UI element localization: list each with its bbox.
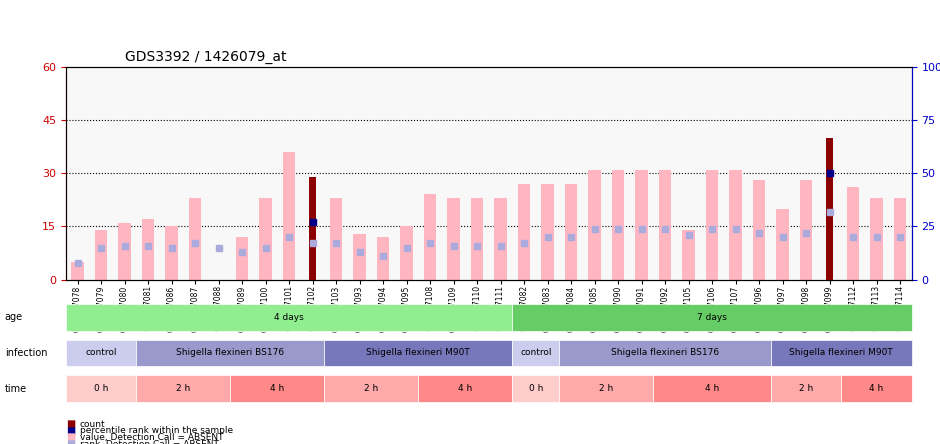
Bar	[894, 198, 906, 280]
Text: GDS3392 / 1426079_at: GDS3392 / 1426079_at	[125, 50, 287, 64]
Text: ■: ■	[66, 432, 75, 442]
Bar	[118, 223, 131, 280]
Text: 4 h: 4 h	[870, 384, 884, 393]
Bar	[541, 184, 554, 280]
Bar	[826, 138, 833, 280]
Text: 7 days: 7 days	[697, 313, 727, 322]
Text: 2 h: 2 h	[364, 384, 379, 393]
Bar	[776, 209, 789, 280]
Text: time: time	[5, 384, 27, 393]
Bar	[612, 170, 624, 280]
Bar	[330, 198, 342, 280]
Text: 2 h: 2 h	[176, 384, 191, 393]
Bar	[659, 170, 671, 280]
Text: percentile rank within the sample: percentile rank within the sample	[80, 426, 233, 435]
Bar	[706, 170, 718, 280]
Bar	[447, 198, 460, 280]
Bar	[753, 180, 765, 280]
Text: Shigella flexineri BS176: Shigella flexineri BS176	[611, 349, 719, 357]
Text: value, Detection Call = ABSENT: value, Detection Call = ABSENT	[80, 433, 224, 442]
Bar	[635, 170, 648, 280]
Bar	[71, 262, 84, 280]
Bar	[189, 198, 201, 280]
Text: 2 h: 2 h	[799, 384, 813, 393]
Bar	[353, 234, 366, 280]
Text: Shigella flexineri M90T: Shigella flexineri M90T	[367, 349, 470, 357]
Text: ■: ■	[66, 419, 75, 429]
Text: control: control	[520, 349, 552, 357]
Text: ■: ■	[66, 439, 75, 444]
Text: rank, Detection Call = ABSENT: rank, Detection Call = ABSENT	[80, 440, 219, 444]
Bar	[565, 184, 577, 280]
Text: age: age	[5, 313, 23, 322]
Text: ■: ■	[66, 426, 75, 436]
Text: 4 h: 4 h	[458, 384, 473, 393]
Text: control: control	[86, 349, 117, 357]
Text: 0 h: 0 h	[94, 384, 108, 393]
Bar	[588, 170, 601, 280]
Bar	[424, 194, 436, 280]
Bar	[682, 230, 695, 280]
Bar	[377, 237, 389, 280]
Bar	[236, 237, 248, 280]
Text: Shigella flexineri BS176: Shigella flexineri BS176	[176, 349, 285, 357]
Bar	[870, 198, 883, 280]
Text: 0 h: 0 h	[528, 384, 543, 393]
Text: count: count	[80, 420, 105, 428]
Bar	[471, 198, 483, 280]
Bar	[400, 226, 413, 280]
Text: 4 h: 4 h	[270, 384, 285, 393]
Bar	[165, 226, 178, 280]
Bar	[847, 187, 859, 280]
Text: Shigella flexineri M90T: Shigella flexineri M90T	[790, 349, 893, 357]
Bar	[283, 152, 295, 280]
Bar	[518, 184, 530, 280]
Bar	[259, 198, 272, 280]
Bar	[494, 198, 507, 280]
Bar	[142, 219, 154, 280]
Bar	[95, 230, 107, 280]
Text: 4 days: 4 days	[274, 313, 304, 322]
Bar	[729, 170, 742, 280]
Bar	[800, 180, 812, 280]
Text: 4 h: 4 h	[705, 384, 719, 393]
Text: 2 h: 2 h	[599, 384, 614, 393]
Bar	[309, 177, 316, 280]
Text: infection: infection	[5, 348, 47, 358]
